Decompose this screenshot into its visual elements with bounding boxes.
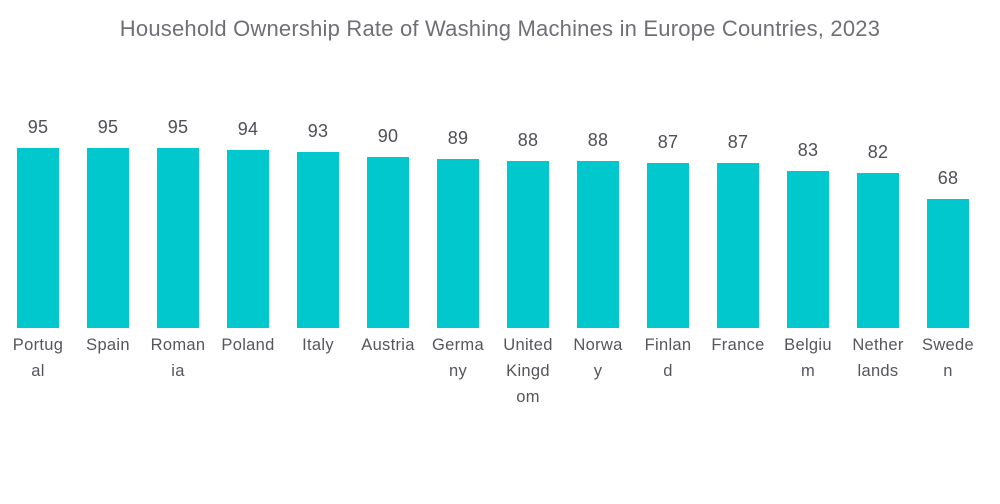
bar-value-label: 95	[27, 117, 49, 137]
bar-group: 94	[213, 108, 283, 328]
category-label: Swede n	[922, 336, 974, 380]
category-label: Poland	[221, 336, 275, 354]
category-label: Portug al	[12, 336, 64, 380]
bar-group: 95	[73, 108, 143, 328]
bar-value-label: 93	[307, 121, 329, 141]
bar-value-label: 83	[797, 140, 819, 160]
bar-value-label: 90	[377, 126, 399, 146]
category-label: United Kingd om	[503, 336, 553, 406]
bar-value-label: 88	[517, 130, 539, 150]
category-label: Norwa y	[573, 336, 623, 380]
bar	[787, 171, 829, 328]
bar-group: 88	[563, 108, 633, 328]
bar-value-label: 94	[237, 119, 259, 139]
bar	[927, 199, 969, 328]
bar-group: 82	[843, 108, 913, 328]
category-labels-row: Portug al Spain Roman ia Poland Italy Austria…	[3, 332, 983, 410]
bar	[577, 161, 619, 328]
bar	[647, 163, 689, 328]
bar-value-label: 87	[727, 132, 749, 152]
bar-group: 95	[3, 108, 73, 328]
bar-group: 89	[423, 108, 493, 328]
bar	[227, 150, 269, 328]
bar-group: 95	[143, 108, 213, 328]
category-label: Germa ny	[432, 336, 484, 380]
bar-value-label: 87	[657, 132, 679, 152]
bars-area: 95 95 95 94 93 90 89 88 88 87 87 83 82 68	[3, 108, 983, 328]
category-label: Nether lands	[852, 336, 904, 380]
bar	[857, 173, 899, 328]
category-label: Finlan d	[644, 336, 692, 380]
category-label: Belgiu m	[784, 336, 832, 380]
bar-value-label: 95	[97, 117, 119, 137]
category-label: Spain	[86, 336, 130, 354]
bar	[17, 148, 59, 328]
bar-group: 90	[353, 108, 423, 328]
bar-group: 87	[703, 108, 773, 328]
bar	[507, 161, 549, 328]
bar-value-label: 88	[587, 130, 609, 150]
bar	[297, 152, 339, 328]
bar	[157, 148, 199, 328]
bar-group: 88	[493, 108, 563, 328]
category-label: Roman ia	[150, 336, 206, 380]
bar	[367, 157, 409, 328]
category-label: Italy	[302, 336, 334, 354]
category-label: France	[711, 336, 765, 354]
bar-value-label: 89	[447, 128, 469, 148]
bar	[87, 148, 129, 328]
bar-group: 83	[773, 108, 843, 328]
bar-value-label: 82	[867, 142, 889, 162]
bar	[717, 163, 759, 328]
bar-value-label: 68	[937, 168, 959, 188]
bar-value-label: 95	[167, 117, 189, 137]
bar-group: 93	[283, 108, 353, 328]
chart-title: Household Ownership Rate of Washing Mach…	[119, 16, 881, 41]
bar-group: 68	[913, 108, 983, 328]
category-label: Austria	[361, 336, 415, 354]
bar	[437, 159, 479, 328]
bar-group: 87	[633, 108, 703, 328]
